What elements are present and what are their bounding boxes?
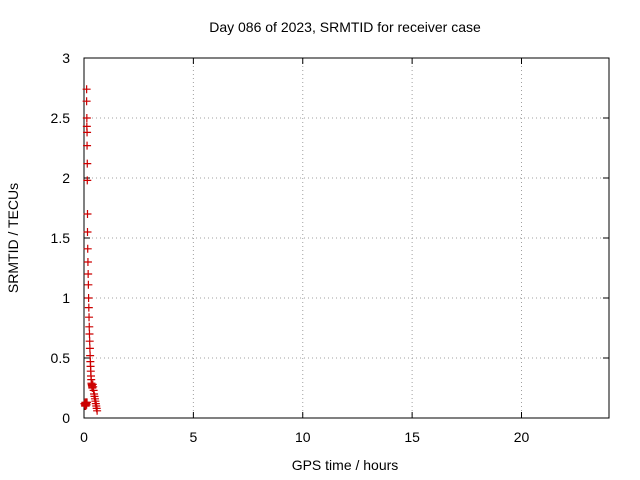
grid — [84, 58, 609, 418]
data-point — [83, 128, 92, 137]
data-point — [84, 303, 93, 312]
data-point — [82, 398, 91, 407]
data-point — [82, 114, 91, 122]
data-point — [85, 313, 94, 322]
data-point — [83, 258, 92, 266]
data-points — [80, 85, 102, 415]
data-point — [85, 330, 94, 338]
y-tick-label: 0.5 — [51, 350, 71, 366]
x-tick-label: 15 — [404, 429, 420, 445]
data-point — [85, 322, 94, 331]
y-axis-label: SRMTID / TECUs — [5, 183, 21, 293]
x-tick-label: 20 — [514, 429, 530, 445]
chart-title: Day 086 of 2023, SRMTID for receiver cas… — [209, 19, 481, 35]
y-tick-label: 1 — [62, 290, 70, 306]
y-tick-label: 3 — [62, 50, 70, 66]
data-point — [82, 85, 91, 94]
y-tick-label: 1.5 — [51, 230, 71, 246]
data-point — [84, 294, 93, 302]
data-point — [83, 228, 92, 236]
data-point — [84, 270, 93, 278]
x-tick-label: 10 — [295, 429, 311, 445]
data-point — [93, 406, 102, 415]
x-tick-label: 0 — [80, 429, 88, 445]
data-point — [83, 159, 92, 168]
data-point — [83, 244, 92, 253]
x-tick-label: 5 — [189, 429, 197, 445]
data-point — [85, 344, 94, 353]
data-point — [83, 176, 92, 185]
data-point — [83, 210, 92, 218]
y-tick-label: 2.5 — [51, 110, 71, 126]
data-point — [85, 337, 94, 346]
y-tick-label: 0 — [62, 410, 70, 426]
axis-ticks: 0 5 10 15 20 0 0.5 1 1.5 2 2.5 3 — [51, 50, 609, 445]
y-tick-label: 2 — [62, 170, 70, 186]
data-point — [82, 97, 91, 106]
data-point — [83, 141, 92, 150]
x-axis-label: GPS time / hours — [292, 457, 399, 473]
data-point — [84, 280, 93, 289]
